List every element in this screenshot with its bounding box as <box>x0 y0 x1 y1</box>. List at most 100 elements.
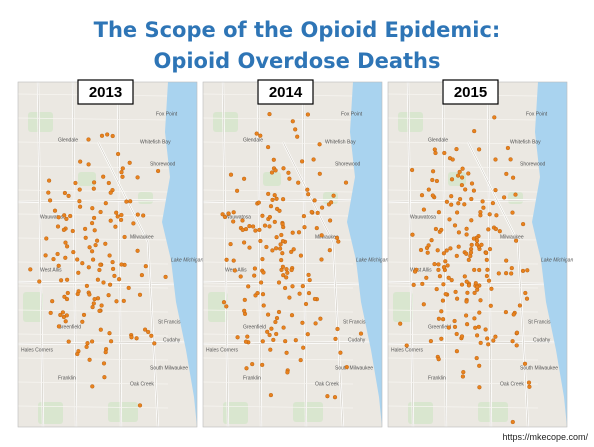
road-edge <box>202 199 354 203</box>
incident-dot <box>309 209 314 215</box>
incident-dot <box>115 214 120 219</box>
incident-dot <box>424 275 429 280</box>
incident-dot <box>436 267 441 272</box>
incident-dot <box>244 366 249 371</box>
incident-dot <box>63 255 68 260</box>
incident-dot <box>473 325 478 330</box>
incident-dot <box>119 170 124 175</box>
road-edge <box>467 141 519 243</box>
incident-dot <box>289 267 294 273</box>
incident-dot <box>443 259 448 264</box>
incident-dot <box>338 350 343 355</box>
road-edge <box>332 241 344 428</box>
place-label: Lake Michigan <box>541 257 573 263</box>
incident-dot <box>432 147 437 152</box>
incident-dot <box>261 270 266 275</box>
incident-dot <box>460 166 465 171</box>
incident-dot <box>75 351 80 357</box>
incident-dot <box>419 193 425 198</box>
incident-dot <box>231 258 236 263</box>
incident-dot <box>464 322 470 327</box>
incident-dot <box>228 242 233 247</box>
title-line: Opioid Overdose Deaths <box>153 49 440 73</box>
road-edge <box>72 81 77 428</box>
incident-dot <box>277 246 283 251</box>
incident-dot <box>260 339 265 344</box>
incident-dot <box>87 245 92 250</box>
incident-dot <box>447 217 452 222</box>
incident-dot <box>305 332 310 337</box>
incident-dot <box>118 217 124 222</box>
place-label: South Milwaukee <box>335 365 373 371</box>
incident-dot <box>514 330 520 335</box>
incident-dot <box>504 171 509 176</box>
incident-dot <box>242 308 247 313</box>
incident-dot <box>252 273 257 278</box>
incident-dot <box>224 257 229 262</box>
incident-dot <box>510 210 515 215</box>
place-label: Fox Point <box>341 111 363 117</box>
incident-dot <box>268 347 273 352</box>
street <box>202 261 354 265</box>
incident-dot <box>84 283 89 288</box>
incident-dot <box>439 309 444 314</box>
park <box>293 402 323 422</box>
incident-dot <box>493 157 498 162</box>
incident-dot <box>436 210 441 215</box>
incident-dot <box>453 289 458 294</box>
incident-dot <box>250 362 255 367</box>
incident-dot <box>284 350 289 355</box>
incident-dot <box>280 197 286 202</box>
incident-dot <box>101 174 106 179</box>
incident-dot <box>293 338 298 343</box>
incident-dot <box>300 284 305 289</box>
incident-dot <box>420 281 425 286</box>
place-label: Shorewood <box>335 161 361 167</box>
incident-dot <box>477 385 482 390</box>
incident-dot <box>103 241 108 246</box>
incident-dot <box>464 279 469 284</box>
incident-dot <box>91 186 96 191</box>
incident-dot <box>344 365 349 370</box>
incident-dot <box>66 193 71 198</box>
incident-dot <box>258 133 263 138</box>
park <box>393 292 413 322</box>
incident-dot <box>301 345 306 350</box>
incident-dot <box>509 266 514 271</box>
incident-dot <box>89 339 95 344</box>
place-label: Greenfield <box>243 324 266 330</box>
place-label: Glendale <box>243 137 263 143</box>
incident-dot <box>115 151 121 157</box>
incident-dot <box>494 213 499 218</box>
park <box>408 402 433 424</box>
incident-dot <box>435 248 440 253</box>
incident-dot <box>242 297 247 302</box>
incident-dot <box>477 267 482 273</box>
incident-dot <box>449 202 454 207</box>
incident-dot <box>476 147 482 152</box>
incident-dot <box>425 250 430 255</box>
incident-dot <box>234 188 240 193</box>
incident-dot <box>156 168 161 174</box>
incident-dot <box>110 266 116 271</box>
incident-dot <box>315 210 320 215</box>
incident-dot <box>37 279 42 284</box>
street <box>17 261 169 265</box>
road-edge <box>517 241 529 428</box>
incident-dot <box>240 227 245 232</box>
year-label: 2014 <box>269 84 303 101</box>
park <box>213 112 238 132</box>
incident-dot <box>163 274 168 279</box>
incident-dot <box>280 239 285 244</box>
park <box>138 192 153 204</box>
incident-dot <box>329 200 334 205</box>
incident-dot <box>106 293 111 298</box>
place-label: Oak Creek <box>500 381 524 387</box>
incident-dot <box>510 175 516 180</box>
incident-dot <box>449 177 455 182</box>
incident-dot <box>281 166 286 171</box>
incident-dot <box>473 281 478 286</box>
incident-dot <box>466 257 471 262</box>
incident-dot <box>114 210 119 215</box>
